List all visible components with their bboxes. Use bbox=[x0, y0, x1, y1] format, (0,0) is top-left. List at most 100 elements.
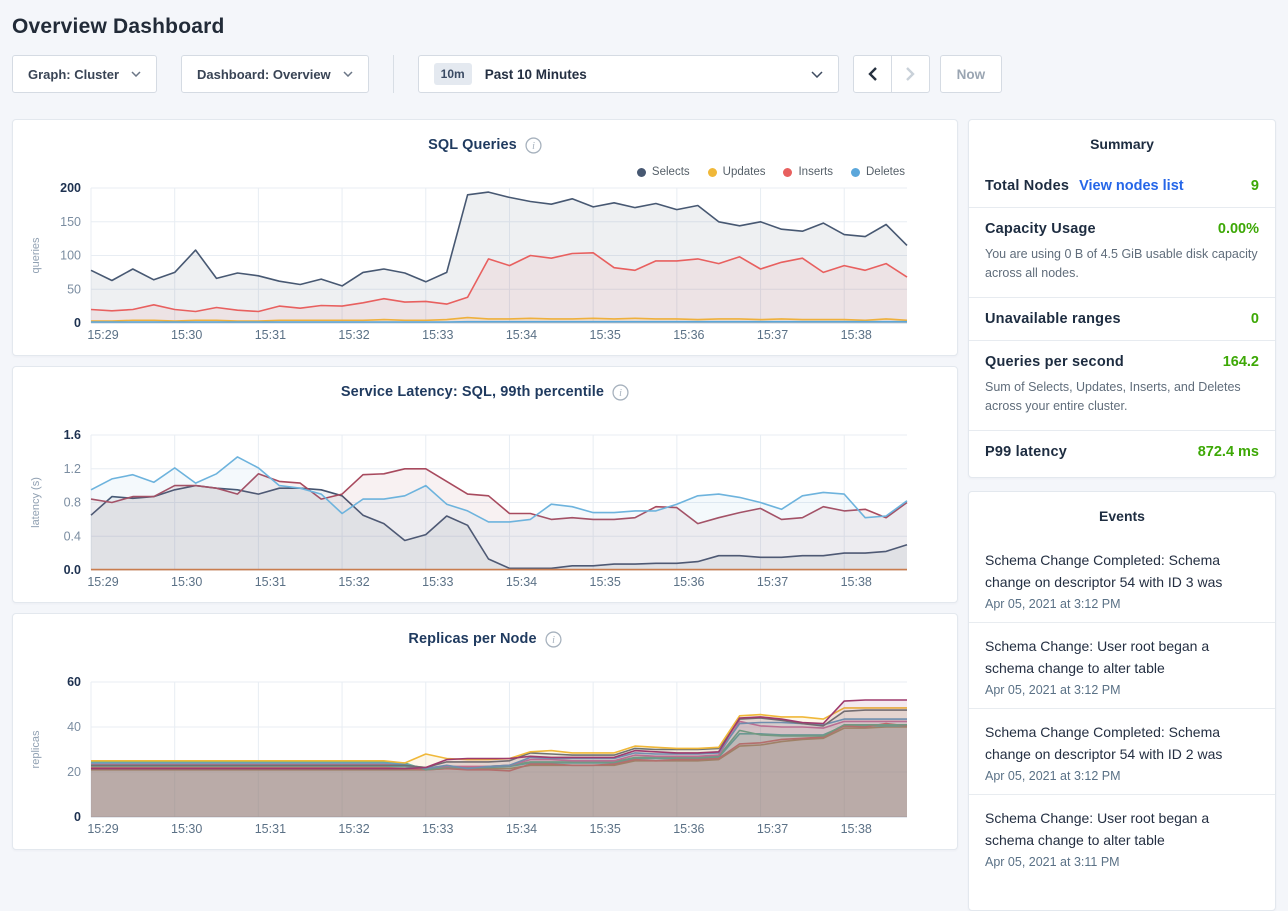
info-icon[interactable]: i bbox=[612, 383, 629, 401]
summary-row-p99-latency: P99 latency 872.4 ms bbox=[969, 429, 1275, 473]
svg-text:1.6: 1.6 bbox=[64, 428, 81, 442]
chart-title: SQL Queries bbox=[428, 137, 517, 153]
chart-canvas: 15:29 15:30 15:31 15:32 15:33 15:34 15:35 15:36… bbox=[30, 181, 908, 342]
replicas-per-node-chart-card: Replicas per Node i 15:29 15:30 15:31 15:32… bbox=[12, 613, 958, 850]
summary-row-queries-per-second: Queries per second 164.2 Sum of Selects, U… bbox=[969, 339, 1275, 430]
summary-label: Queries per second bbox=[985, 353, 1124, 370]
summary-value: 164.2 bbox=[1222, 353, 1259, 370]
service-latency-chart-card: Service Latency: SQL, 99th percentile i … bbox=[12, 366, 958, 603]
events-panel: Events Schema Change Completed: Schema c… bbox=[968, 490, 1276, 911]
controls-divider bbox=[392, 55, 394, 93]
svg-text:15:35: 15:35 bbox=[590, 822, 621, 836]
summary-value: 0.00% bbox=[1217, 221, 1259, 237]
svg-text:15:33: 15:33 bbox=[422, 575, 453, 589]
summary-value: 872.4 ms bbox=[1197, 443, 1259, 460]
time-range-label: Past 10 Minutes bbox=[484, 66, 587, 82]
svg-text:15:33: 15:33 bbox=[422, 822, 453, 836]
summary-caption: You are using 0 B of 4.5 GiB usable disk… bbox=[985, 247, 1258, 281]
dashboard-label: Dashboard: Overview bbox=[197, 66, 331, 82]
svg-text:60: 60 bbox=[67, 675, 81, 689]
info-icon[interactable]: i bbox=[545, 630, 562, 648]
replicas-per-node-plot[interactable]: 15:29 15:30 15:31 15:32 15:33 15:34 15:35 15:36… bbox=[13, 672, 957, 840]
svg-text:0.4: 0.4 bbox=[64, 529, 81, 543]
graph-scope-dropdown[interactable]: Graph: Cluster bbox=[12, 55, 158, 93]
svg-text:replicas: replicas bbox=[30, 730, 42, 768]
chart-title: Replicas per Node bbox=[408, 631, 537, 647]
svg-text:15:38: 15:38 bbox=[841, 822, 872, 836]
legend-item-deletes: Deletes bbox=[851, 166, 905, 178]
event-text: Schema Change Completed: Schema change o… bbox=[985, 723, 1223, 763]
event-item: Schema Change Completed: Schema change o… bbox=[969, 537, 1275, 622]
svg-text:15:32: 15:32 bbox=[338, 822, 369, 836]
legend-label: Updates bbox=[722, 166, 766, 178]
event-item: Schema Change: User root began a schema … bbox=[969, 621, 1275, 708]
event-text: Schema Change: User root began a schema … bbox=[985, 810, 1210, 849]
svg-text:15:31: 15:31 bbox=[255, 328, 286, 342]
chart-canvas: 15:29 15:30 15:31 15:32 15:33 15:34 15:35 15:36… bbox=[30, 675, 908, 836]
info-icon[interactable]: i bbox=[525, 136, 542, 154]
event-text: Schema Change: User root began a schema … bbox=[985, 637, 1210, 676]
now-button[interactable]: Now bbox=[939, 55, 1003, 93]
summary-caption: Sum of Selects, Updates, Inserts, and De… bbox=[985, 379, 1241, 414]
svg-text:15:30: 15:30 bbox=[171, 822, 202, 836]
summary-value: 9 bbox=[1250, 178, 1259, 194]
svg-text:0.0: 0.0 bbox=[64, 563, 81, 577]
chart-legend: Selects Updates Inserts Deletes bbox=[636, 166, 905, 178]
summary-row-unavailable-ranges: Unavailable ranges 0 bbox=[969, 296, 1275, 340]
chevron-down-icon bbox=[131, 71, 141, 77]
svg-text:15:34: 15:34 bbox=[506, 575, 537, 589]
svg-text:15:30: 15:30 bbox=[171, 328, 202, 342]
chevron-left-icon bbox=[867, 67, 877, 81]
svg-text:0: 0 bbox=[74, 316, 81, 330]
legend-item-selects: Selects bbox=[636, 166, 690, 178]
summary-panel: Summary Total Nodes View nodes list 9 Capac… bbox=[968, 119, 1276, 478]
time-range-dropdown[interactable]: 10m Past 10 Minutes bbox=[417, 55, 839, 93]
svg-text:latency (s): latency (s) bbox=[30, 477, 42, 528]
view-nodes-list-link[interactable]: View nodes list bbox=[1079, 178, 1184, 194]
summary-label: P99 latency bbox=[985, 443, 1067, 460]
summary-label: Unavailable ranges bbox=[985, 310, 1121, 327]
svg-text:15:31: 15:31 bbox=[255, 822, 286, 836]
time-prev-button[interactable] bbox=[852, 55, 892, 93]
sql-queries-plot[interactable]: 15:29 15:30 15:31 15:32 15:33 15:34 15:35 15:36… bbox=[13, 178, 957, 346]
legend-label: Deletes bbox=[866, 166, 905, 178]
svg-text:15:36: 15:36 bbox=[673, 822, 704, 836]
sql-queries-chart-card: SQL Queries i Selects Updates Inserts Delet… bbox=[12, 119, 958, 356]
svg-text:i: i bbox=[552, 635, 555, 646]
svg-text:1.2: 1.2 bbox=[64, 462, 81, 476]
chart-canvas: 15:29 15:30 15:31 15:32 15:33 15:34 15:35 15:36… bbox=[30, 428, 908, 589]
svg-text:15:36: 15:36 bbox=[673, 328, 704, 342]
legend-dot bbox=[783, 167, 793, 177]
time-next-button[interactable] bbox=[890, 55, 930, 93]
svg-text:15:34: 15:34 bbox=[506, 822, 537, 836]
svg-text:15:37: 15:37 bbox=[757, 328, 788, 342]
service-latency-plot[interactable]: 15:29 15:30 15:31 15:32 15:33 15:34 15:35 15:36… bbox=[13, 425, 957, 593]
legend-dot bbox=[636, 167, 646, 177]
svg-text:15:30: 15:30 bbox=[171, 575, 202, 589]
dashboard-dropdown[interactable]: Dashboard: Overview bbox=[181, 55, 369, 93]
chevron-down-icon bbox=[343, 71, 353, 77]
svg-text:15:29: 15:29 bbox=[87, 328, 118, 342]
svg-text:queries: queries bbox=[30, 237, 42, 274]
svg-text:15:36: 15:36 bbox=[673, 575, 704, 589]
svg-text:i: i bbox=[619, 388, 622, 399]
svg-text:0.8: 0.8 bbox=[64, 496, 81, 510]
svg-text:15:37: 15:37 bbox=[757, 575, 788, 589]
svg-text:15:38: 15:38 bbox=[841, 328, 872, 342]
summary-row-capacity-usage: Capacity Usage 0.00% You are using 0 B of … bbox=[969, 207, 1275, 297]
svg-text:15:31: 15:31 bbox=[255, 575, 286, 589]
legend-label: Inserts bbox=[798, 166, 833, 178]
legend-label: Selects bbox=[651, 166, 690, 178]
svg-text:15:34: 15:34 bbox=[506, 328, 537, 342]
svg-text:15:32: 15:32 bbox=[338, 328, 369, 342]
legend-item-inserts: Inserts bbox=[783, 166, 833, 178]
legend-dot bbox=[851, 167, 860, 177]
svg-text:15:38: 15:38 bbox=[841, 575, 872, 589]
svg-text:200: 200 bbox=[60, 181, 81, 195]
event-timestamp: Apr 05, 2021 at 3:11 PM bbox=[985, 855, 1120, 870]
svg-text:15:37: 15:37 bbox=[757, 822, 788, 836]
svg-text:50: 50 bbox=[67, 282, 81, 296]
graph-scope-label: Graph: Cluster bbox=[28, 66, 120, 82]
controls-bar: Graph: Cluster Dashboard: Overview 10m P… bbox=[12, 55, 1276, 93]
svg-text:150: 150 bbox=[60, 215, 81, 229]
